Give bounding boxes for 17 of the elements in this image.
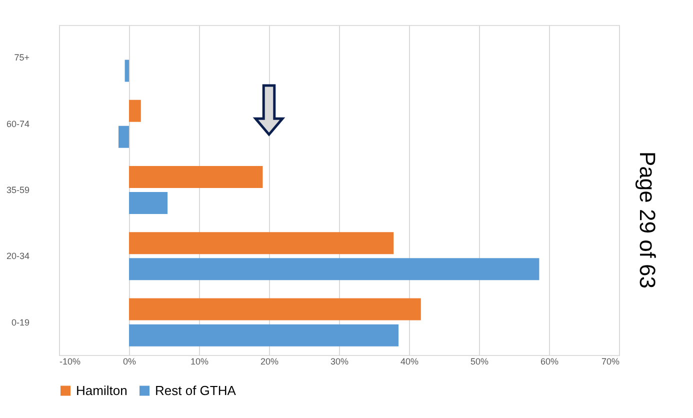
- y-tick-label: 75+: [14, 52, 30, 63]
- y-tick-label: 0-19: [11, 317, 30, 328]
- legend-label: Hamilton: [76, 382, 128, 398]
- x-tick-label: 10%: [190, 356, 209, 366]
- x-tick-label: 20%: [260, 356, 279, 366]
- x-tick-label: 70%: [601, 356, 620, 366]
- y-tick-label: 60-74: [6, 118, 30, 129]
- x-tick-label: 30%: [330, 356, 349, 366]
- y-tick-label: 20-34: [6, 251, 30, 262]
- x-tick-label: 40%: [400, 356, 419, 366]
- x-tick-label: 50%: [470, 356, 489, 366]
- legend-label: Rest of GTHA: [155, 382, 236, 398]
- y-tick-label: 35-59: [6, 185, 30, 195]
- x-tick-label: 60%: [540, 356, 559, 366]
- x-tick-label: 0%: [122, 356, 136, 366]
- x-tick-label: -10%: [60, 356, 81, 366]
- text: Page 29 of 63: [635, 151, 660, 289]
